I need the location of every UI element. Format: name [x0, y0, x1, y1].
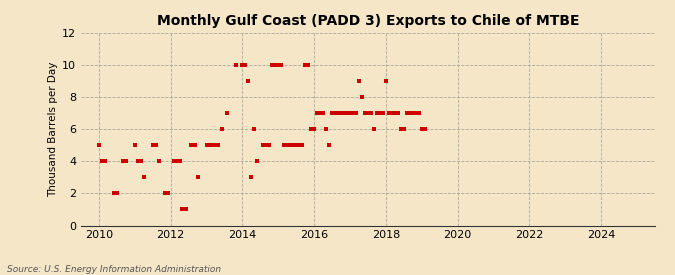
Title: Monthly Gulf Coast (PADD 3) Exports to Chile of MTBE: Monthly Gulf Coast (PADD 3) Exports to C…: [157, 14, 579, 28]
Point: [138, 175, 149, 180]
Point: [210, 143, 221, 147]
Point: [291, 143, 302, 147]
Point: [383, 111, 394, 116]
Point: [132, 159, 143, 164]
Point: [261, 143, 272, 147]
Point: [389, 111, 400, 116]
Point: [281, 143, 292, 147]
Point: [177, 207, 188, 212]
Point: [321, 127, 331, 131]
Point: [407, 111, 418, 116]
Point: [168, 159, 179, 164]
Point: [375, 111, 385, 116]
Point: [204, 143, 215, 147]
Point: [288, 143, 299, 147]
Point: [270, 63, 281, 67]
Point: [315, 111, 325, 116]
Point: [327, 111, 338, 116]
Point: [410, 111, 421, 116]
Point: [136, 159, 146, 164]
Point: [100, 159, 111, 164]
Point: [150, 143, 161, 147]
Point: [329, 111, 340, 116]
Point: [308, 127, 319, 131]
Point: [171, 159, 182, 164]
Point: [413, 111, 424, 116]
Point: [174, 159, 185, 164]
Point: [300, 63, 310, 67]
Point: [342, 111, 352, 116]
Point: [371, 111, 382, 116]
Point: [111, 191, 122, 196]
Point: [252, 159, 263, 164]
Point: [97, 159, 107, 164]
Point: [279, 143, 290, 147]
Point: [120, 159, 131, 164]
Point: [159, 191, 170, 196]
Point: [130, 143, 140, 147]
Point: [180, 207, 191, 212]
Point: [381, 79, 392, 83]
Point: [365, 111, 376, 116]
Point: [147, 143, 158, 147]
Point: [297, 143, 308, 147]
Point: [312, 111, 323, 116]
Point: [344, 111, 355, 116]
Point: [324, 143, 335, 147]
Point: [333, 111, 344, 116]
Point: [404, 111, 415, 116]
Point: [294, 143, 304, 147]
Point: [258, 143, 269, 147]
Point: [117, 159, 128, 164]
Point: [153, 159, 164, 164]
Point: [264, 143, 275, 147]
Point: [306, 127, 317, 131]
Point: [192, 175, 203, 180]
Point: [213, 143, 223, 147]
Point: [398, 127, 409, 131]
Point: [216, 127, 227, 131]
Point: [387, 111, 398, 116]
Point: [273, 63, 284, 67]
Point: [338, 111, 349, 116]
Point: [350, 111, 361, 116]
Y-axis label: Thousand Barrels per Day: Thousand Barrels per Day: [48, 62, 58, 197]
Point: [246, 175, 256, 180]
Point: [109, 191, 119, 196]
Point: [237, 63, 248, 67]
Point: [240, 63, 250, 67]
Text: Source: U.S. Energy Information Administration: Source: U.S. Energy Information Administ…: [7, 265, 221, 274]
Point: [360, 111, 371, 116]
Point: [275, 63, 286, 67]
Point: [249, 127, 260, 131]
Point: [392, 111, 403, 116]
Point: [369, 127, 379, 131]
Point: [231, 63, 242, 67]
Point: [354, 79, 364, 83]
Point: [318, 111, 329, 116]
Point: [302, 63, 313, 67]
Point: [285, 143, 296, 147]
Point: [222, 111, 233, 116]
Point: [201, 143, 212, 147]
Point: [335, 111, 346, 116]
Point: [243, 79, 254, 83]
Point: [377, 111, 388, 116]
Point: [362, 111, 373, 116]
Point: [416, 127, 427, 131]
Point: [94, 143, 105, 147]
Point: [348, 111, 358, 116]
Point: [207, 143, 218, 147]
Point: [186, 143, 197, 147]
Point: [163, 191, 173, 196]
Point: [401, 111, 412, 116]
Point: [356, 95, 367, 99]
Point: [419, 127, 430, 131]
Point: [189, 143, 200, 147]
Point: [267, 63, 277, 67]
Point: [396, 127, 406, 131]
